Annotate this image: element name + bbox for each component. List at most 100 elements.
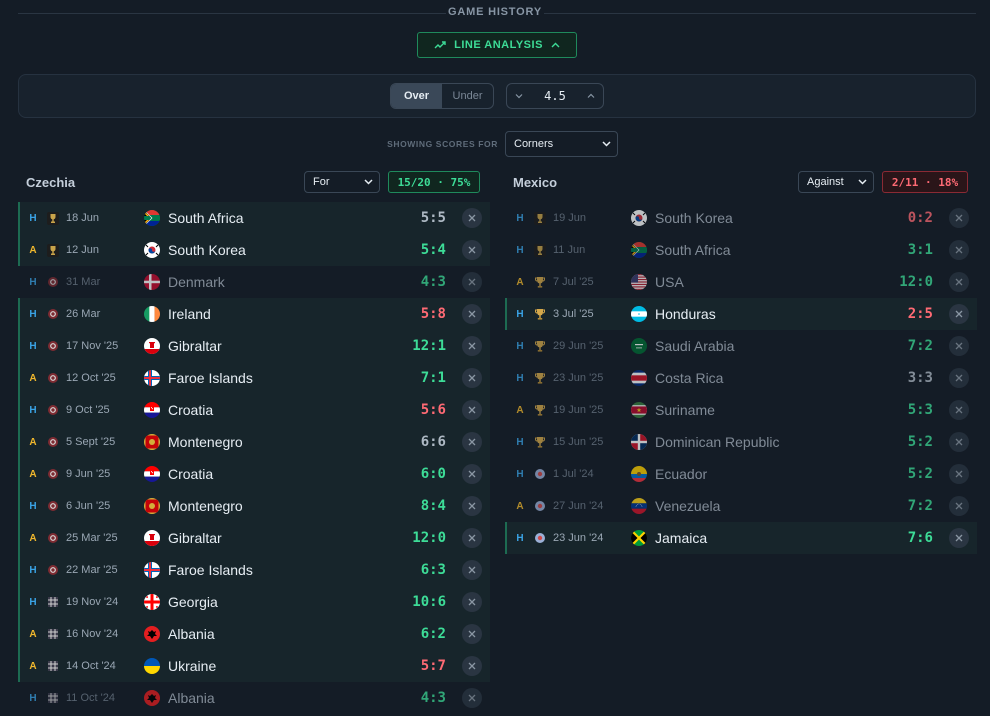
chevron-down-icon[interactable] [507,91,531,101]
match-row[interactable]: A 7 Jul '25 USA 12:0 [505,266,977,298]
close-icon[interactable] [462,560,482,580]
opponent-name: Croatia [168,402,214,418]
close-icon[interactable] [949,528,969,548]
competition-uefa-icon [46,275,60,289]
match-row[interactable]: A 27 Jun '24 Venezuela 7:2 [505,490,977,522]
match-row[interactable]: H 26 Mar Ireland 5:8 [18,298,490,330]
line-value[interactable]: 4.5 [544,89,566,103]
close-icon[interactable] [462,304,482,324]
close-icon[interactable] [949,336,969,356]
flag-south-korea-icon [144,242,160,258]
competition-trophy-dark-icon [533,243,547,257]
competition-trophy-gold-icon [533,307,547,321]
close-icon[interactable] [462,688,482,708]
chevron-down-icon [602,138,611,150]
competition-uefa-icon [46,563,60,577]
match-row[interactable]: H 17 Nov '25 Gibraltar 12:1 [18,330,490,362]
competition-copa-icon [533,531,547,545]
match-date: 31 Mar [66,276,101,288]
close-icon[interactable] [949,432,969,452]
close-icon[interactable] [462,336,482,356]
match-score: 3:1 [907,242,933,258]
match-score: 5:4 [420,242,446,258]
close-icon[interactable] [462,528,482,548]
close-icon[interactable] [949,368,969,388]
close-icon[interactable] [949,400,969,420]
close-icon[interactable] [462,624,482,644]
close-icon[interactable] [462,432,482,452]
match-row[interactable]: H 11 Jun South Africa 3:1 [505,234,977,266]
match-row[interactable]: A 19 Jun '25 Suriname 5:3 [505,394,977,426]
close-icon[interactable] [462,400,482,420]
competition-copa-icon [533,467,547,481]
match-row[interactable]: H 1 Jul '24 Ecuador 5:2 [505,458,977,490]
opponent-name: Venezuela [655,498,721,514]
opponent-name: Montenegro [168,434,243,450]
match-score: 3:3 [907,370,933,386]
match-row[interactable]: A 9 Jun '25 Croatia 6:0 [18,458,490,490]
close-icon[interactable] [462,240,482,260]
match-row[interactable]: A 16 Nov '24 Albania 6:2 [18,618,490,650]
close-icon[interactable] [949,240,969,260]
match-score: 7:1 [420,370,446,386]
match-list-right: H 19 Jun South Korea 0:2 H 11 Jun South Africa… [505,202,977,554]
close-icon[interactable] [462,368,482,388]
over-option[interactable]: Over [391,84,442,108]
opponent-name: Croatia [168,466,214,482]
match-row[interactable]: H 23 Jun '24 Jamaica 7:6 [505,522,977,554]
close-icon[interactable] [949,208,969,228]
close-icon[interactable] [949,272,969,292]
home-away-indicator: A [29,372,37,384]
close-icon[interactable] [462,464,482,484]
match-date: 7 Jul '25 [553,276,594,288]
match-row[interactable]: A 12 Jun South Korea 5:4 [18,234,490,266]
close-icon[interactable] [462,592,482,612]
stat-select[interactable]: Corners [505,131,618,157]
match-row[interactable]: H 23 Jun '25 Costa Rica 3:3 [505,362,977,394]
match-row[interactable]: H 18 Jun South Africa 5:5 [18,202,490,234]
competition-uefa-icon [46,531,60,545]
match-row[interactable]: H 19 Nov '24 Georgia 10:6 [18,586,490,618]
opponent-name: Honduras [655,306,716,322]
home-away-indicator: H [516,468,524,480]
close-icon[interactable] [462,208,482,228]
team-filter-value-left: For [313,176,330,188]
match-score: 12:0 [412,530,446,546]
close-icon[interactable] [949,496,969,516]
match-score: 8:4 [420,498,446,514]
flag-faroe-icon [144,370,160,386]
competition-uefa-icon [46,467,60,481]
match-row[interactable]: H 6 Jun '25 Montenegro 8:4 [18,490,490,522]
under-option[interactable]: Under [452,90,483,102]
competition-uefa-icon [46,435,60,449]
match-row[interactable]: A 14 Oct '24 Ukraine 5:7 [18,650,490,682]
opponent-name: Montenegro [168,498,243,514]
match-date: 26 Mar [66,308,101,320]
match-row[interactable]: H 3 Jul '25 Honduras 2:5 [505,298,977,330]
close-icon[interactable] [462,496,482,516]
match-row[interactable]: H 29 Jun '25 Saudi Arabia 7:2 [505,330,977,362]
match-date: 6 Jun '25 [66,500,111,512]
flag-albania-icon [144,626,160,642]
match-row[interactable]: A 12 Oct '25 Faroe Islands 7:1 [18,362,490,394]
team-filter-select-right[interactable]: Against [798,171,874,193]
close-icon[interactable] [949,464,969,484]
match-row[interactable]: H 19 Jun South Korea 0:2 [505,202,977,234]
close-icon[interactable] [462,272,482,292]
match-row[interactable]: A 25 Mar '25 Gibraltar 12:0 [18,522,490,554]
match-row[interactable]: H 22 Mar '25 Faroe Islands 6:3 [18,554,490,586]
competition-uefa-icon [46,499,60,513]
match-row[interactable]: H 31 Mar Denmark 4:3 [18,266,490,298]
match-row[interactable]: H 9 Oct '25 Croatia 5:6 [18,394,490,426]
match-row[interactable]: H 15 Jun '25 Dominican Republic 5:2 [505,426,977,458]
match-row[interactable]: H 11 Oct '24 Albania 4:3 [18,682,490,714]
home-away-indicator: H [516,340,524,352]
chevron-up-icon[interactable] [579,91,603,101]
competition-trophy-dark-icon [533,211,547,225]
match-row[interactable]: A 5 Sept '25 Montenegro 6:6 [18,426,490,458]
line-analysis-button[interactable]: LINE ANALYSIS [417,32,577,58]
team-filter-select-left[interactable]: For [304,171,380,193]
match-date: 9 Oct '25 [66,404,110,416]
close-icon[interactable] [462,656,482,676]
close-icon[interactable] [949,304,969,324]
